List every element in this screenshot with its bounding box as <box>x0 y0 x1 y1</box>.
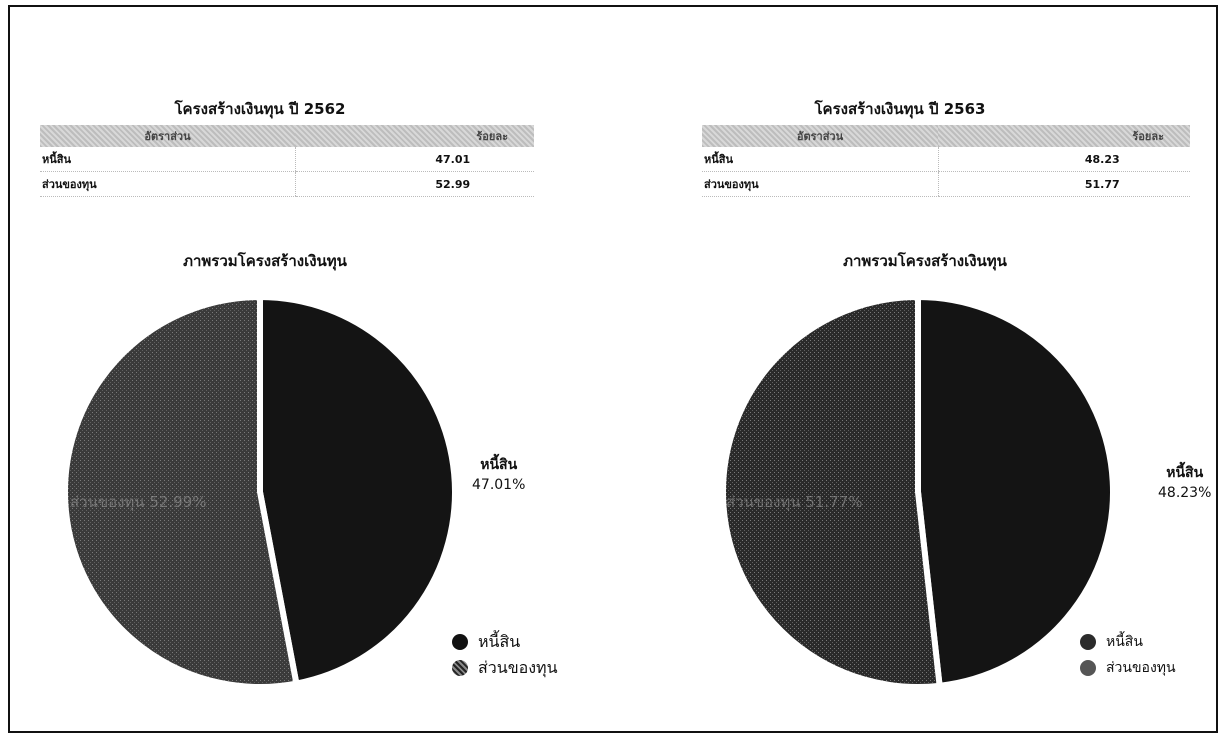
legend-item-debt: หนี้สิน <box>452 629 558 655</box>
chart-title: ภาพรวมโครงสร้างเงินทุน <box>843 252 1007 270</box>
table-row: หนี้สิน 47.01 <box>40 147 534 172</box>
legend-label: หนี้สิน <box>1106 634 1143 650</box>
legend: หนี้สิน ส่วนของทุน <box>452 629 558 681</box>
table-row: หนี้สิน 48.23 <box>702 147 1190 172</box>
legend-item-equity: ส่วนของทุน <box>1080 655 1176 681</box>
panel-title: โครงสร้างเงินทุน ปี 2563 <box>814 100 986 118</box>
pie-slice-equity <box>62 293 300 690</box>
table-header-row: อัตราส่วน ร้อยละ <box>40 125 534 147</box>
slice-label-name: หนี้สิน <box>480 457 518 473</box>
legend-swatch-equity <box>452 660 468 676</box>
table-row: ส่วนของทุน 51.77 <box>702 171 1190 197</box>
pie-slice-equity <box>720 293 943 690</box>
pie-slice-debt <box>915 293 1116 690</box>
figure-frame: โครงสร้างเงินทุน ปี 2562 อัตราส่วน ร้อยล… <box>8 5 1218 733</box>
ratio-table: อัตราส่วน ร้อยละ หนี้สิน 48.23 ส่วนของทุ… <box>702 125 1190 197</box>
table-header-percent: ร้อยละ <box>295 125 534 147</box>
table-cell-label: ส่วนของทุน <box>702 171 938 197</box>
table-cell-value: 52.99 <box>294 171 534 197</box>
table-cell-label: ส่วนของทุน <box>40 171 295 197</box>
slice-label-debt: หนี้สิน 48.23% <box>1158 463 1211 503</box>
legend-label: ส่วนของทุน <box>478 658 558 677</box>
slice-label-name: หนี้สิน <box>1166 465 1204 481</box>
slice-label-equity: ส่วนของทุน 51.77% <box>726 493 863 511</box>
slice-label-debt: หนี้สิน 47.01% <box>472 455 525 495</box>
slice-label-equity: ส่วนของทุน 52.99% <box>70 493 207 511</box>
pie-slice-debt <box>257 293 458 688</box>
table-header-percent: ร้อยละ <box>938 125 1190 147</box>
table-cell-value: 48.23 <box>937 147 1190 172</box>
chart-title: ภาพรวมโครงสร้างเงินทุน <box>183 252 347 270</box>
legend-item-debt: หนี้สิน <box>1080 629 1176 655</box>
table-cell-value: 47.01 <box>294 147 534 172</box>
panel-2562: โครงสร้างเงินทุน ปี 2562 อัตราส่วน ร้อยล… <box>10 7 610 735</box>
slice-label-value: 47.01% <box>472 477 526 493</box>
legend-label: หนี้สิน <box>478 632 521 651</box>
ratio-table: อัตราส่วน ร้อยละ หนี้สิน 47.01 ส่วนของทุ… <box>40 125 534 197</box>
legend-swatch-equity <box>1080 660 1096 676</box>
pie-chart-2562 <box>62 293 458 690</box>
table-header-row: อัตราส่วน ร้อยละ <box>702 125 1190 147</box>
table-row: ส่วนของทุน 52.99 <box>40 171 534 197</box>
slice-label-value: 48.23% <box>1158 485 1212 501</box>
table-cell-value: 51.77 <box>937 171 1190 197</box>
pie-chart-2563 <box>720 293 1116 690</box>
table-cell-label: หนี้สิน <box>702 147 938 172</box>
table-header-ratio: อัตราส่วน <box>40 125 295 147</box>
legend-item-equity: ส่วนของทุน <box>452 655 558 681</box>
table-header-ratio: อัตราส่วน <box>702 125 938 147</box>
legend-swatch-debt <box>1080 634 1096 650</box>
panel-2563: โครงสร้างเงินทุน ปี 2563 อัตราส่วน ร้อยล… <box>610 7 1211 735</box>
legend-label: ส่วนของทุน <box>1106 660 1176 676</box>
panel-title: โครงสร้างเงินทุน ปี 2562 <box>174 100 346 118</box>
legend: หนี้สิน ส่วนของทุน <box>1080 629 1176 681</box>
table-cell-label: หนี้สิน <box>40 147 295 172</box>
legend-swatch-debt <box>452 634 468 650</box>
